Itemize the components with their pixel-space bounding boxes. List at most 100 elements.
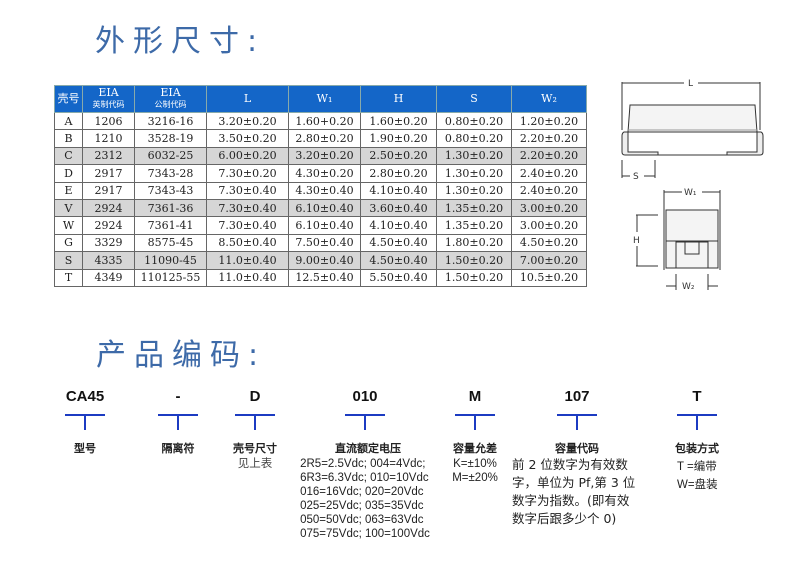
table-cell: 2.50±0.20 bbox=[360, 146, 437, 166]
table-cell: 4.10±0.40 bbox=[360, 216, 437, 235]
table-cell: 1.30±0.20 bbox=[436, 181, 512, 200]
description-line: 数字后跟多少个 0) bbox=[512, 511, 617, 526]
table-cell: 2.40±0.20 bbox=[511, 181, 587, 200]
part-code-segment: 010 bbox=[352, 388, 378, 405]
column-header-sublabel: 英制代码 bbox=[92, 100, 125, 109]
column-header: W₁ bbox=[288, 85, 361, 113]
diagram-label-s: S bbox=[633, 172, 639, 182]
part-code-description: 2R5=2.5Vdc; 004=4Vdc; 6R3=6.3Vdc; 010=10V… bbox=[300, 457, 430, 541]
table-cell: 7.30±0.20 bbox=[206, 164, 289, 183]
part-code-note: 见上表 bbox=[237, 456, 273, 470]
table-cell: 7343-43 bbox=[134, 181, 207, 200]
table-cell: 4.50±0.40 bbox=[360, 233, 437, 253]
table-cell: 2.20±0.20 bbox=[511, 129, 587, 148]
part-code-segment: 107 bbox=[564, 388, 590, 405]
t-bracket-icon bbox=[345, 414, 385, 430]
table-cell: 3329 bbox=[82, 233, 135, 253]
t-bracket-icon bbox=[455, 414, 495, 430]
table-cell: 6.00±0.20 bbox=[206, 146, 289, 166]
table-cell: E bbox=[54, 181, 83, 200]
part-code-segment: D bbox=[249, 388, 261, 405]
table-cell: B bbox=[54, 129, 83, 148]
table-cell: 0.80±0.20 bbox=[436, 129, 512, 148]
t-bracket-icon bbox=[557, 414, 597, 430]
table-cell: 7.30±0.40 bbox=[206, 198, 289, 218]
diagram-label-h: H bbox=[633, 236, 640, 246]
table-row: W 2924 7361-41 7.30±0.40 6.10±0.40 4.10±0.40 1… bbox=[54, 216, 587, 235]
table-cell: 10.5±0.20 bbox=[511, 268, 587, 287]
part-code-description: T =编带 W=盘装 bbox=[677, 458, 718, 494]
table-cell: 12.5±0.40 bbox=[288, 268, 361, 287]
part-code-label: 直流额定电压 bbox=[335, 442, 401, 455]
table-cell: 8575-45 bbox=[134, 233, 207, 253]
table-cell: 2.80±0.20 bbox=[288, 129, 361, 148]
table-cell: 1.60+0.20 bbox=[288, 111, 361, 131]
table-cell: 3216-16 bbox=[134, 111, 207, 131]
capacitor-dimension-diagram: L S W₁ H W₂ bbox=[621, 79, 764, 292]
table-cell: 110125-55 bbox=[134, 268, 207, 287]
table-cell: S bbox=[54, 251, 83, 270]
table-cell: 1.35±0.20 bbox=[436, 216, 512, 235]
table-cell: 7.00±0.20 bbox=[511, 251, 587, 270]
part-code-segment: M bbox=[468, 388, 482, 405]
table-cell: 5.50±0.40 bbox=[360, 268, 437, 287]
table-cell: 2917 bbox=[82, 164, 135, 183]
table-cell: 4349 bbox=[82, 268, 135, 287]
table-row: G 3329 8575-45 8.50±0.40 7.50±0.40 4.50±0.40 1… bbox=[54, 233, 587, 253]
table-row: V 2924 7361-36 7.30±0.40 6.10±0.40 3.60±0.40 1… bbox=[54, 198, 587, 218]
table-cell: 11.0±0.40 bbox=[206, 251, 289, 270]
column-header: EIA 英制代码 bbox=[82, 85, 135, 113]
table-cell: 1.20±0.20 bbox=[511, 111, 587, 131]
table-cell: 7.30±0.40 bbox=[206, 216, 289, 235]
diagram-label-w1: W₁ bbox=[684, 188, 697, 198]
column-header-label: EIA bbox=[98, 86, 119, 99]
table-cell: 1.60±0.20 bbox=[360, 111, 437, 131]
part-code-segment: - bbox=[175, 388, 181, 405]
description-line: M=±20% bbox=[452, 472, 498, 484]
table-cell: 7361-36 bbox=[134, 198, 207, 218]
table-cell: 4335 bbox=[82, 251, 135, 270]
part-code-label: 容量允差 bbox=[453, 442, 497, 455]
table-cell: 1206 bbox=[82, 111, 135, 131]
description-line: K=±10% bbox=[453, 458, 497, 470]
table-row: S 4335 11090-45 11.0±0.40 9.00±0.40 4.50±0.40… bbox=[54, 251, 587, 270]
column-header-label: H bbox=[393, 92, 404, 105]
description-line: 016=16Vdc; 020=20Vdc bbox=[300, 486, 424, 498]
part-code-label: 容量代码 bbox=[555, 442, 599, 455]
description-line: 075=75Vdc; 100=100Vdc bbox=[300, 528, 430, 540]
t-bracket-icon bbox=[235, 414, 275, 430]
description-line: 前 2 位数字为有效数 bbox=[512, 457, 628, 472]
part-code-label: 壳号尺寸 bbox=[233, 442, 277, 455]
part-code-segment: T bbox=[692, 388, 702, 405]
table-row: B 1210 3528-19 3.50±0.20 2.80±0.20 1.90±0.20 0… bbox=[54, 129, 587, 148]
column-header-label: L bbox=[243, 92, 252, 105]
part-code-label: 隔离符 bbox=[161, 442, 195, 455]
part-code-label: 型号 bbox=[74, 442, 96, 455]
description-line: T =编带 bbox=[677, 461, 717, 473]
table-cell: 11090-45 bbox=[134, 251, 207, 270]
table-cell: 6.10±0.40 bbox=[288, 216, 361, 235]
column-header: W₂ bbox=[511, 85, 587, 113]
table-cell: 1.30±0.20 bbox=[436, 164, 512, 183]
t-bracket-icon bbox=[65, 414, 105, 430]
dimensions-title: 外形尺寸: bbox=[95, 24, 266, 59]
table-cell: 7.30±0.40 bbox=[206, 181, 289, 200]
table-cell: 9.00±0.40 bbox=[288, 251, 361, 270]
description-line: 2R5=2.5Vdc; 004=4Vdc; bbox=[300, 458, 426, 470]
table-cell: 1.30±0.20 bbox=[436, 146, 512, 166]
table-cell: 1.80±0.20 bbox=[436, 233, 512, 253]
table-cell: 2.20±0.20 bbox=[511, 146, 587, 166]
table-cell: 4.30±0.20 bbox=[288, 164, 361, 183]
table-cell: 7343-28 bbox=[134, 164, 207, 183]
part-number-title: 产品编码: bbox=[96, 338, 267, 373]
table-cell: 4.50±0.20 bbox=[511, 233, 587, 253]
table-cell: 4.10±0.40 bbox=[360, 181, 437, 200]
dimensions-table: 壳号 EIA 英制代码 EIA 公制代码 L W₁ H S W₂ A 1206 3216-16 3.20… bbox=[54, 85, 587, 287]
table-cell: 8.50±0.40 bbox=[206, 233, 289, 253]
table-cell: 11.0±0.40 bbox=[206, 268, 289, 287]
column-header: EIA 公制代码 bbox=[134, 85, 207, 113]
table-cell: 1.50±0.20 bbox=[436, 251, 512, 270]
table-cell: 4.30±0.40 bbox=[288, 181, 361, 200]
table-cell: W bbox=[54, 216, 83, 235]
table-row: E 2917 7343-43 7.30±0.40 4.30±0.40 4.10±0.40 1… bbox=[54, 181, 587, 200]
